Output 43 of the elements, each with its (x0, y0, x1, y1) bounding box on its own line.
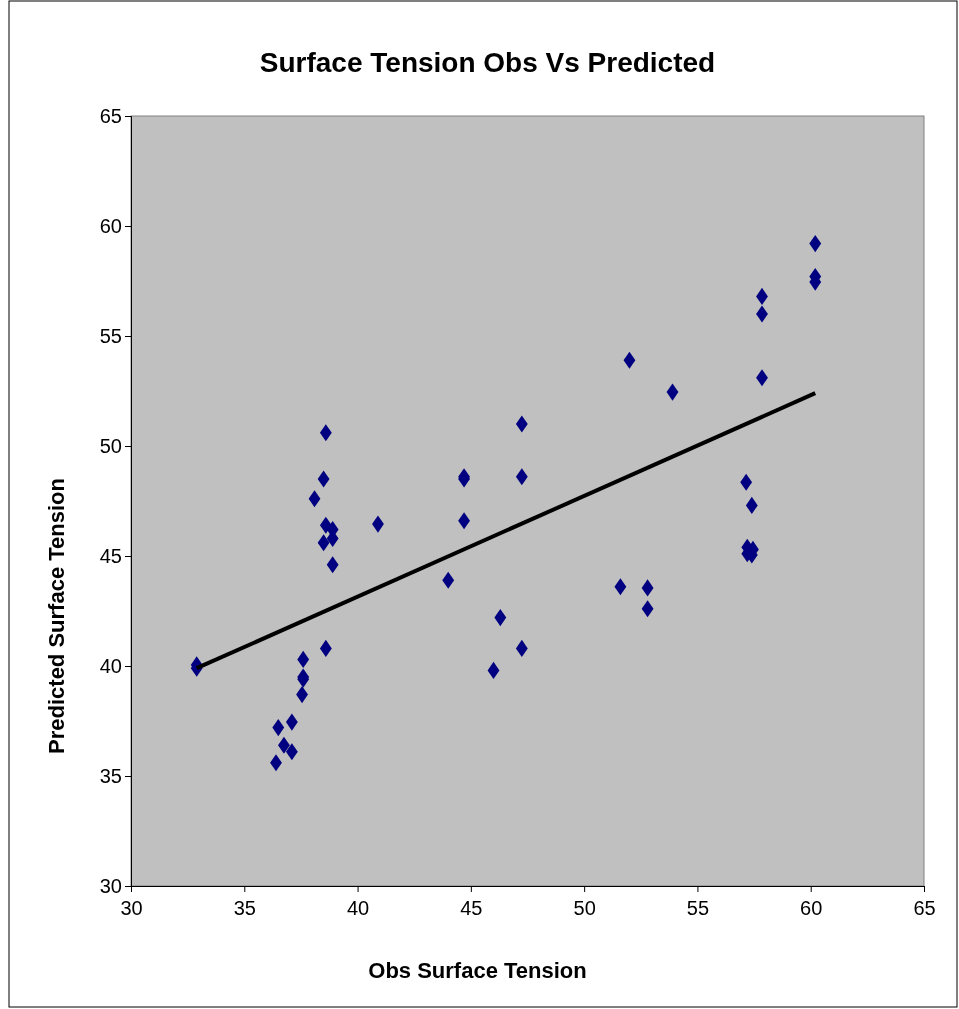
point (297, 650, 310, 668)
y-tick-label: 30 (99, 874, 122, 897)
y-tick-label: 60 (99, 214, 122, 237)
point (326, 556, 339, 574)
x-tick-label: 45 (460, 897, 483, 919)
x-tick-label: 35 (233, 897, 256, 919)
point (285, 743, 298, 761)
point (317, 470, 330, 488)
point (319, 639, 332, 657)
x-tick-label: 40 (346, 897, 370, 919)
point (515, 468, 528, 486)
y-tick-label: 35 (99, 764, 122, 787)
point (285, 713, 298, 731)
y-tick-label: 40 (99, 654, 122, 677)
point (666, 383, 679, 401)
point (641, 600, 654, 618)
point (809, 235, 822, 253)
point (487, 661, 500, 679)
point (494, 609, 507, 627)
x-tick-label: 60 (800, 897, 823, 919)
point (623, 351, 636, 369)
point (317, 534, 330, 552)
y-tick-label: 65 (99, 104, 122, 127)
y-tick-label: 50 (99, 434, 122, 457)
x-tick-label: 30 (120, 897, 143, 919)
x-axis-title: Obs Surface Tension (368, 958, 587, 983)
chart-title: Surface Tension Obs Vs Predicted (259, 47, 716, 78)
point (319, 424, 332, 442)
point (308, 490, 321, 508)
point (740, 473, 753, 491)
point (272, 719, 285, 737)
point (515, 639, 528, 657)
x-tick-label: 55 (686, 897, 710, 919)
point (641, 579, 654, 597)
point (442, 571, 455, 589)
point (614, 578, 627, 596)
point (745, 496, 758, 514)
point (515, 415, 528, 433)
x-tick-label: 50 (573, 897, 596, 919)
y-tick-label: 55 (99, 324, 122, 347)
x-tick-label: 65 (913, 897, 936, 919)
y-tick-label: 45 (99, 544, 122, 567)
y-axis-title: Predicted Surface Tension (44, 478, 69, 754)
